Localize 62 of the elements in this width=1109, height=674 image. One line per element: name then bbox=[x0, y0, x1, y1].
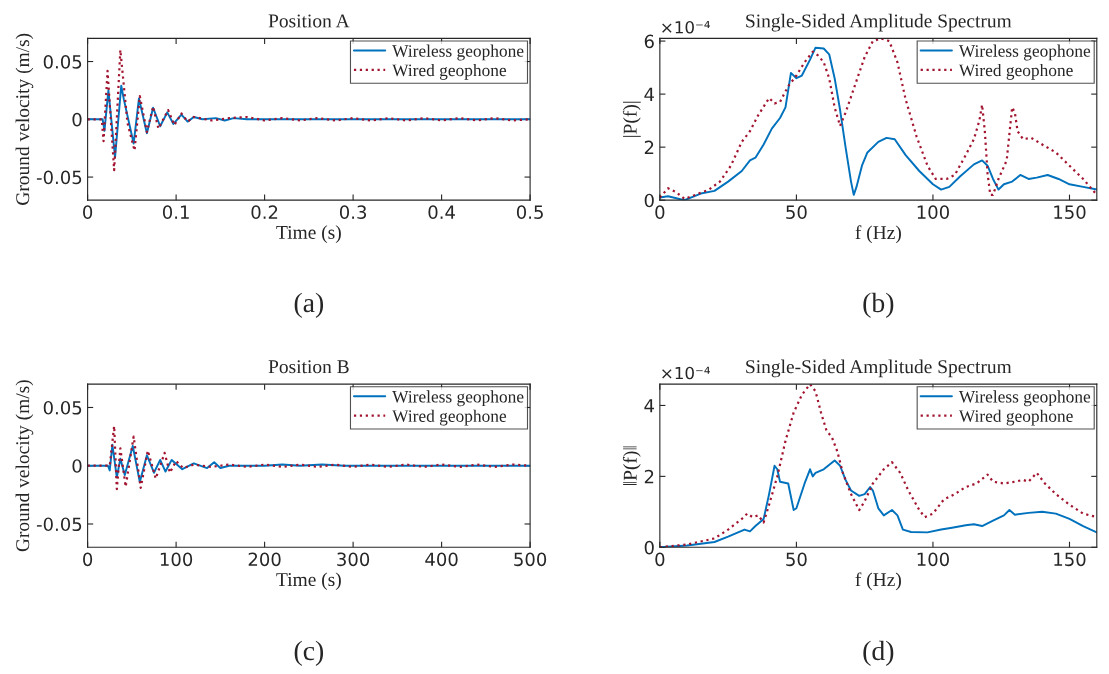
x-axis-title: f (Hz) bbox=[855, 572, 901, 591]
x-tick-label: 0.2 bbox=[251, 205, 278, 220]
x-tick-label: 0 bbox=[83, 552, 93, 567]
x-tick-label: 0.5 bbox=[516, 205, 543, 220]
y-axis-title: Ground velocity (m/s) bbox=[15, 33, 34, 205]
x-tick-label: 500 bbox=[514, 552, 547, 567]
chart-title: Position A bbox=[268, 14, 350, 28]
legend-label: Wireless geophone bbox=[958, 390, 1091, 407]
x-tick-label: 0.3 bbox=[339, 205, 367, 220]
text: ×10⁻⁴ bbox=[662, 20, 710, 34]
legend-label: Wired geophone bbox=[958, 63, 1073, 80]
x-tick-label: 0 bbox=[83, 205, 93, 220]
legend-label: Wired geophone bbox=[392, 409, 507, 426]
line-series bbox=[87, 443, 531, 484]
x-tick-label: 300 bbox=[337, 552, 370, 567]
y-axis-title: |P(f)| bbox=[622, 101, 641, 137]
y-tick-label: 6 bbox=[644, 34, 654, 49]
y-tick-label: 2 bbox=[644, 469, 654, 484]
y-tick-label: -0.05 bbox=[36, 517, 82, 532]
legend-label: Wireless geophone bbox=[392, 44, 524, 61]
y-axis-title: ‖P(f)‖ bbox=[622, 446, 641, 486]
x-tick-label: 50 bbox=[786, 205, 807, 220]
x-tick-label: 100 bbox=[917, 205, 949, 220]
x-axis-title: Time (s) bbox=[276, 225, 341, 243]
x-axis-title: Time (s) bbox=[276, 572, 341, 591]
chart-title: Single-Sided Amplitude Spectrum bbox=[746, 13, 1012, 32]
y-tick-label: -0.05 bbox=[36, 170, 82, 185]
y-tick-label: 0.05 bbox=[43, 54, 82, 69]
x-tick-label: 0.1 bbox=[162, 205, 189, 220]
y-tick-label: 0 bbox=[644, 540, 654, 555]
line-series bbox=[87, 84, 531, 159]
legend-label: Wired geophone bbox=[958, 409, 1073, 426]
legend-label: Wireless geophone bbox=[392, 390, 524, 407]
x-tick-label: 100 bbox=[160, 552, 193, 567]
text: (c) bbox=[294, 640, 324, 666]
chart-title: Position B bbox=[268, 360, 349, 374]
y-tick-label: 0 bbox=[72, 112, 82, 127]
y-tick-label: 2 bbox=[644, 140, 654, 154]
legend-label: Wireless geophone bbox=[958, 44, 1091, 61]
line-series bbox=[659, 384, 1097, 548]
text: ×10⁻⁴ bbox=[662, 366, 710, 380]
y-tick-label: 4 bbox=[644, 87, 654, 101]
x-tick-label: 150 bbox=[1054, 205, 1086, 220]
x-tick-label: 200 bbox=[248, 552, 281, 567]
x-tick-label: 100 bbox=[917, 552, 949, 567]
chart-title: Single-Sided Amplitude Spectrum bbox=[746, 359, 1012, 378]
y-tick-label: 4 bbox=[644, 399, 654, 413]
x-axis-title: f (Hz) bbox=[855, 225, 901, 244]
x-tick-label: 150 bbox=[1054, 552, 1086, 567]
y-tick-label: 0 bbox=[72, 459, 82, 473]
x-tick-label: 0 bbox=[655, 552, 665, 567]
x-tick-label: 0.4 bbox=[428, 205, 455, 220]
y-tick-label: 0 bbox=[644, 193, 654, 208]
y-tick-label: 0.05 bbox=[43, 400, 82, 415]
y-axis-title: Ground velocity (m/s) bbox=[15, 380, 34, 552]
legend-label: Wired geophone bbox=[392, 63, 507, 80]
text: (b) bbox=[863, 292, 894, 318]
x-tick-label: 50 bbox=[786, 552, 807, 567]
text: (d) bbox=[863, 640, 894, 666]
x-tick-label: 0 bbox=[655, 205, 665, 220]
text: (a) bbox=[294, 292, 324, 318]
x-tick-label: 400 bbox=[425, 552, 458, 567]
